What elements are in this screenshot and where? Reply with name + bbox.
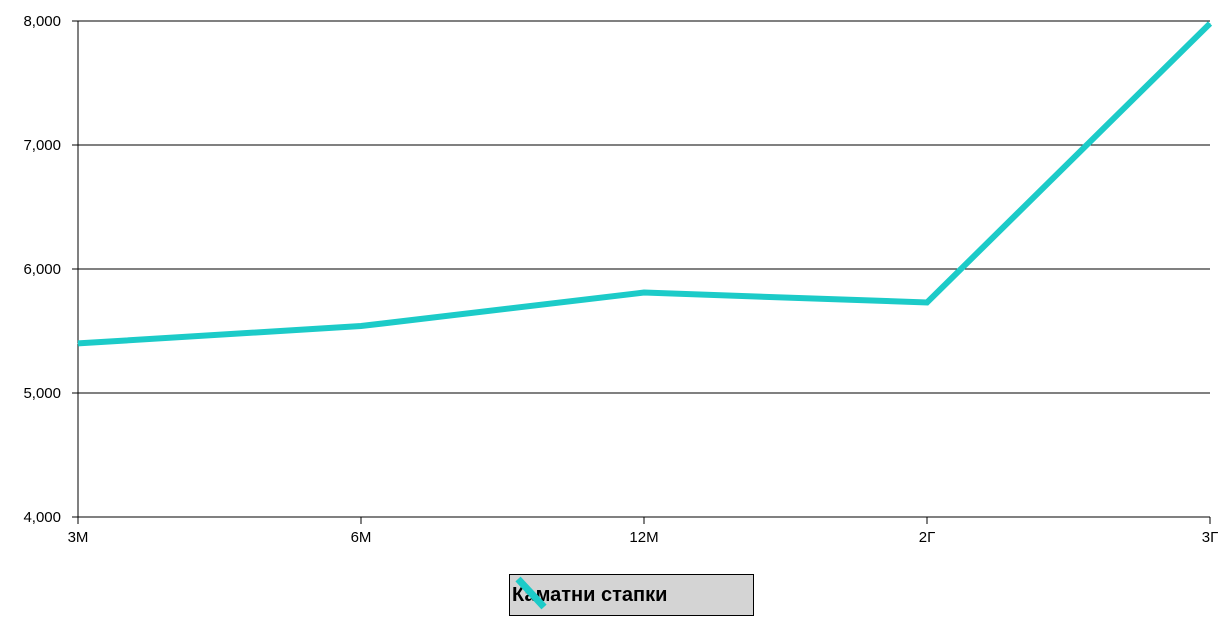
y-tick-label: 8,000 <box>23 13 61 30</box>
x-tick-label: 6М <box>351 529 372 546</box>
x-tick-label: 2Г <box>919 529 935 546</box>
y-tick-label: 5,000 <box>23 385 61 402</box>
series-line <box>77 21 1213 347</box>
x-tick-label: 12М <box>629 529 658 546</box>
y-tick-label: 6,000 <box>23 261 61 278</box>
legend-series-label: Каматни стапки <box>512 583 668 606</box>
y-tick-label: 4,000 <box>23 509 61 526</box>
data-point <box>926 301 928 303</box>
legend: Каматни стапки <box>509 574 754 616</box>
y-tick-label: 7,000 <box>23 137 61 154</box>
data-point <box>77 342 79 344</box>
x-tick-label: 3Г <box>1202 529 1218 546</box>
legend-line-icon <box>515 576 547 610</box>
data-point <box>643 292 645 294</box>
data-point <box>360 325 362 327</box>
data-point <box>1209 22 1211 24</box>
x-tick-label: 3М <box>68 529 89 546</box>
